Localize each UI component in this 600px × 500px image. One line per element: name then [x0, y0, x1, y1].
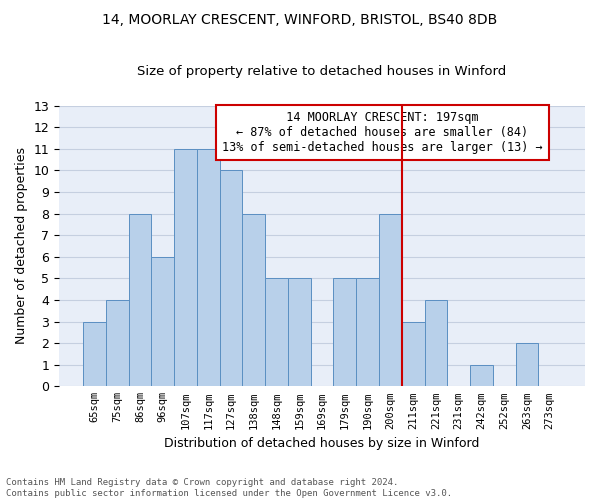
- Bar: [356, 278, 379, 386]
- Bar: [379, 214, 402, 386]
- Bar: [83, 322, 106, 386]
- Title: Size of property relative to detached houses in Winford: Size of property relative to detached ho…: [137, 65, 507, 78]
- Text: 14, MOORLAY CRESCENT, WINFORD, BRISTOL, BS40 8DB: 14, MOORLAY CRESCENT, WINFORD, BRISTOL, …: [103, 12, 497, 26]
- Bar: [220, 170, 242, 386]
- Bar: [151, 256, 174, 386]
- Bar: [106, 300, 128, 386]
- X-axis label: Distribution of detached houses by size in Winford: Distribution of detached houses by size …: [164, 437, 480, 450]
- Y-axis label: Number of detached properties: Number of detached properties: [15, 148, 28, 344]
- Text: 14 MOORLAY CRESCENT: 197sqm  
← 87% of detached houses are smaller (84)
13% of s: 14 MOORLAY CRESCENT: 197sqm ← 87% of det…: [222, 111, 543, 154]
- Bar: [174, 148, 197, 386]
- Bar: [265, 278, 288, 386]
- Bar: [242, 214, 265, 386]
- Bar: [515, 343, 538, 386]
- Bar: [402, 322, 425, 386]
- Bar: [425, 300, 447, 386]
- Bar: [128, 214, 151, 386]
- Bar: [288, 278, 311, 386]
- Bar: [334, 278, 356, 386]
- Text: Contains HM Land Registry data © Crown copyright and database right 2024.
Contai: Contains HM Land Registry data © Crown c…: [6, 478, 452, 498]
- Bar: [197, 148, 220, 386]
- Bar: [470, 364, 493, 386]
